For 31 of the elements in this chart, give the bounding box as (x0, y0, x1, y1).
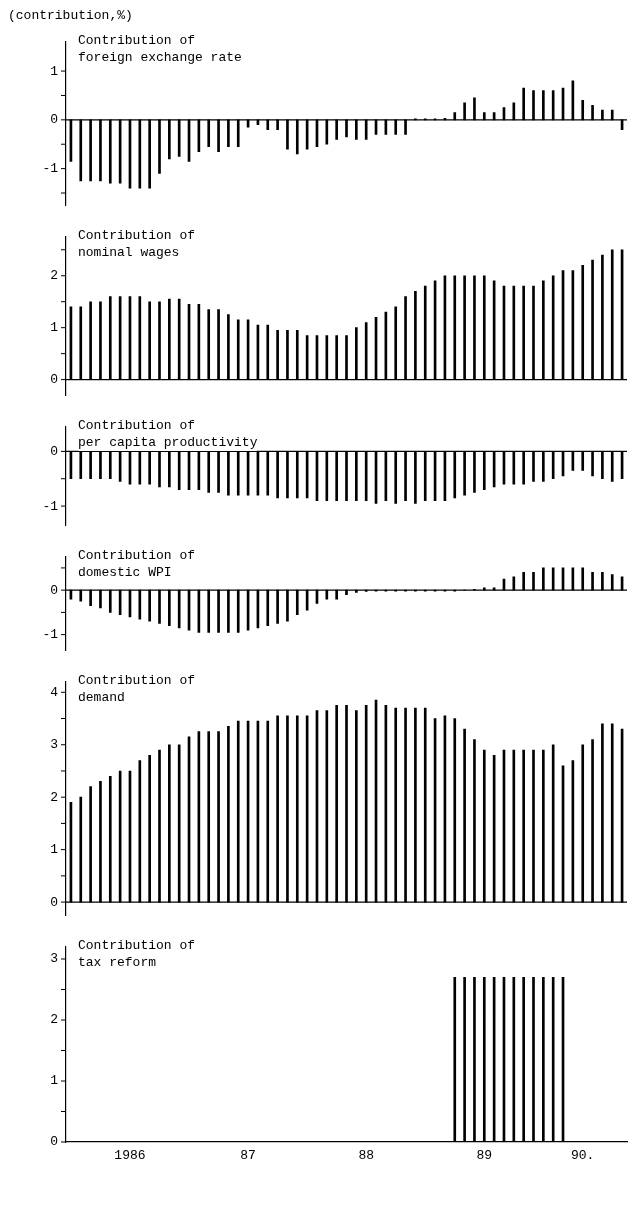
x-tick-label: 1986 (114, 1148, 146, 1164)
y-axis-title: (contribution,%) (8, 8, 134, 25)
chart-title: Contribution of nominal wages (78, 227, 196, 261)
y-tick-label: -1 (42, 627, 59, 643)
y-tick-label: 1 (50, 63, 59, 79)
y-tick-label: -1 (42, 161, 59, 177)
y-tick-label: 0 (50, 443, 58, 459)
y-tick-label: 0 (50, 372, 58, 388)
y-tick-label: 4 (50, 684, 59, 700)
chart-title: Contribution of per capita productivity (78, 417, 258, 451)
chart-title: Contribution of tax reform (78, 937, 196, 971)
x-tick-label: 87 (240, 1148, 256, 1164)
y-tick-label: 3 (50, 951, 58, 967)
y-tick-label: 1 (50, 842, 59, 858)
y-tick-label: 0 (50, 582, 58, 598)
y-tick-label: 1 (50, 1073, 59, 1089)
x-tick-label: 88 (358, 1148, 374, 1164)
x-tick-label: 90. (571, 1148, 595, 1164)
y-tick-label: 3 (50, 737, 58, 753)
y-tick-label: 1 (50, 320, 59, 336)
y-tick-label: 2 (50, 268, 58, 284)
chart-title: Contribution of demand (78, 672, 196, 706)
y-tick-label: 0 (50, 112, 58, 128)
y-tick-label: 0 (50, 1134, 58, 1150)
y-tick-label: 2 (50, 789, 58, 805)
y-tick-label: 2 (50, 1012, 58, 1028)
y-tick-label: -1 (42, 498, 59, 514)
chart-title: Contribution of foreign exchange rate (78, 32, 242, 66)
y-tick-label: 0 (50, 894, 58, 910)
x-tick-label: 89 (476, 1148, 493, 1164)
chart-title: Contribution of domestic WPI (78, 547, 196, 581)
